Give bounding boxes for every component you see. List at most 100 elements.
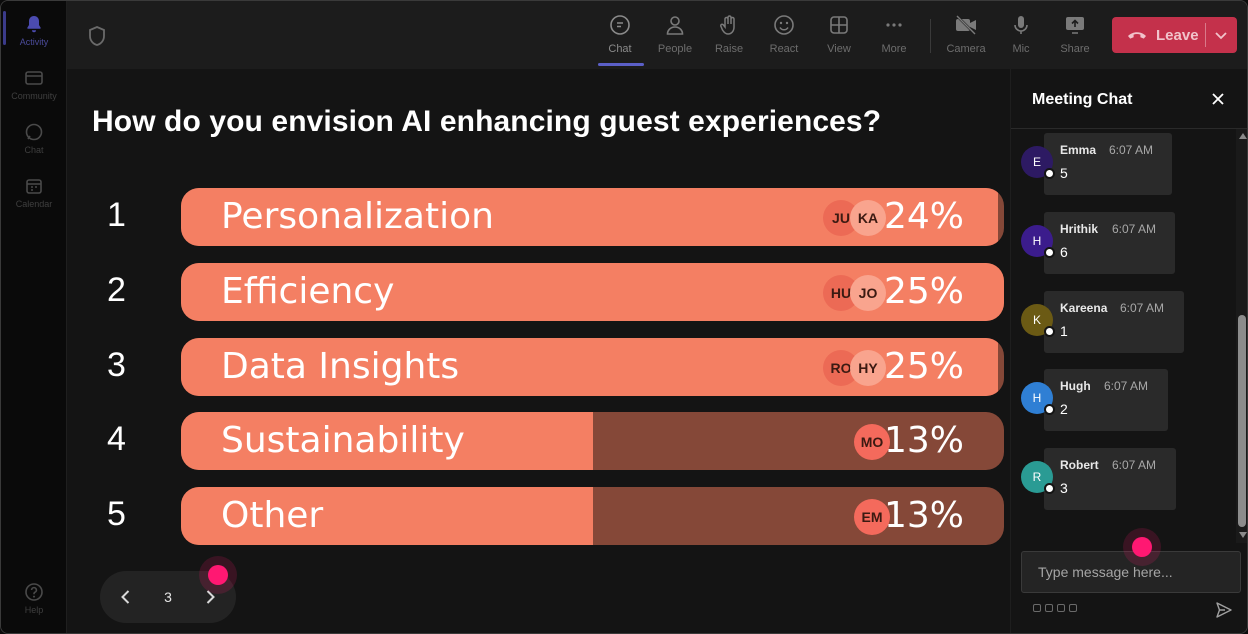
- message-input[interactable]: [1021, 551, 1241, 593]
- chevron-right-icon[interactable]: [200, 587, 220, 607]
- chat-message[interactable]: Emma 6:07 AM 5: [1044, 133, 1172, 195]
- chat-button[interactable]: Chat: [594, 13, 646, 63]
- send-icon[interactable]: [1215, 601, 1233, 619]
- poll-question: How do you envision AI enhancing guest e…: [92, 105, 882, 138]
- camera-button[interactable]: Camera: [940, 13, 992, 63]
- voter-avatar: EM: [854, 499, 890, 535]
- leave-button[interactable]: Leave: [1112, 17, 1237, 53]
- chat-icon: [608, 13, 632, 37]
- poll-option-label: Personalization: [221, 196, 494, 237]
- poll-option-percent: 24%: [883, 196, 964, 237]
- rail-item-calendar[interactable]: Calendar: [1, 171, 67, 221]
- message-timestamp: 6:07 AM: [1112, 222, 1157, 236]
- share-button[interactable]: Share: [1049, 13, 1101, 63]
- poll-option-bar[interactable]: Other EM 13%: [181, 487, 1004, 545]
- poll-option-bar[interactable]: Personalization JU KA 24%: [181, 188, 1004, 246]
- calendar-icon: [23, 175, 45, 197]
- voter-avatar: JO: [850, 275, 886, 311]
- rail-item-activity[interactable]: Activity: [1, 9, 67, 59]
- message-timestamp: 6:07 AM: [1104, 379, 1149, 393]
- app-rail: Activity Community Chat Calendar Help: [1, 1, 67, 633]
- chevron-left-icon[interactable]: [116, 587, 136, 607]
- poll-option-fill: [181, 412, 593, 470]
- rail-item-help[interactable]: Help: [1, 577, 67, 627]
- page-number: 3: [164, 589, 172, 605]
- message-timestamp: 6:07 AM: [1109, 143, 1154, 157]
- voter-avatar: HY: [850, 350, 886, 386]
- message-author: Hrithik: [1060, 222, 1099, 236]
- presence-indicator: [1044, 404, 1055, 415]
- poll-option-bar[interactable]: Data Insights RO HY 25%: [181, 338, 1004, 396]
- more-icon: [882, 13, 906, 37]
- message-author: Kareena: [1060, 301, 1108, 315]
- avatar-initial: K: [1032, 313, 1041, 327]
- scroll-down-arrow[interactable]: [1239, 532, 1247, 538]
- meeting-chat-panel: Meeting Chat Emma 6:07 AM 5 E Hrithik 6:07 AM…: [1010, 69, 1247, 633]
- meeting-toolbar: Chat People Raise React View: [67, 1, 1247, 69]
- rail-item-chat[interactable]: Chat: [1, 117, 67, 167]
- presence-indicator: [1044, 247, 1055, 258]
- message-timestamp: 6:07 AM: [1112, 458, 1157, 472]
- chevron-down-icon[interactable]: [1213, 27, 1229, 43]
- option-number: 3: [107, 346, 126, 384]
- avatar[interactable]: K: [1021, 304, 1055, 337]
- avatar[interactable]: H: [1021, 225, 1055, 258]
- mic-button[interactable]: Mic: [995, 13, 1047, 63]
- avatar-initial: E: [1032, 155, 1041, 169]
- avatar-initial: H: [1032, 391, 1042, 405]
- click-indicator: [208, 565, 228, 585]
- presence-indicator: [1044, 483, 1055, 494]
- grid-icon: [827, 13, 851, 37]
- poll-option-bar[interactable]: Sustainability MO 13%: [181, 412, 1004, 470]
- camera-off-icon: [954, 13, 978, 37]
- avatar[interactable]: R: [1021, 461, 1055, 494]
- avatar-initial: H: [1032, 234, 1042, 248]
- poll-option-bar[interactable]: Efficiency HU JO 25%: [181, 263, 1004, 321]
- gif-icon[interactable]: [1069, 604, 1077, 612]
- option-number: 4: [107, 420, 126, 458]
- scroll-up-arrow[interactable]: [1239, 133, 1247, 139]
- avatar[interactable]: E: [1021, 146, 1055, 179]
- chat-message[interactable]: Hrithik 6:07 AM 6: [1044, 212, 1175, 274]
- click-indicator: [1132, 537, 1152, 557]
- people-button[interactable]: People: [649, 13, 701, 63]
- avatar[interactable]: H: [1021, 382, 1055, 415]
- raise-hand-button[interactable]: Raise: [703, 13, 755, 63]
- avatar-initial: R: [1032, 470, 1042, 484]
- view-button[interactable]: View: [813, 13, 865, 63]
- emoji-icon[interactable]: [1057, 604, 1065, 612]
- people-icon: [663, 13, 687, 37]
- chat-message[interactable]: Robert 6:07 AM 3: [1044, 448, 1176, 510]
- rail-item-community[interactable]: Community: [1, 63, 67, 113]
- help-icon: [23, 581, 45, 603]
- shield-icon[interactable]: [87, 25, 107, 47]
- leave-divider: [1205, 23, 1206, 47]
- community-icon: [23, 67, 45, 89]
- scrollbar-thumb[interactable]: [1238, 315, 1246, 527]
- message-text: 2: [1060, 401, 1068, 417]
- format-icon[interactable]: [1033, 604, 1041, 612]
- presence-indicator: [1044, 326, 1055, 337]
- message-text: 6: [1060, 244, 1068, 260]
- bell-icon: [23, 13, 45, 35]
- message-author: Robert: [1060, 458, 1099, 472]
- react-button[interactable]: React: [758, 13, 810, 63]
- poll-option-label: Other: [221, 495, 324, 536]
- more-button[interactable]: More: [868, 13, 920, 63]
- poll-option-percent: 25%: [883, 271, 964, 312]
- attach-icon[interactable]: [1045, 604, 1053, 612]
- chat-message[interactable]: Hugh 6:07 AM 2: [1044, 369, 1168, 431]
- poll-option-percent: 13%: [883, 495, 964, 536]
- presence-indicator: [1044, 168, 1055, 179]
- message-text: 1: [1060, 323, 1068, 339]
- voter-avatar: MO: [854, 424, 890, 460]
- share-screen-icon: [1063, 13, 1087, 37]
- poll-option-label: Efficiency: [221, 271, 395, 312]
- chat-header-divider: [1011, 128, 1247, 129]
- close-icon[interactable]: [1210, 91, 1226, 107]
- message-text: 3: [1060, 480, 1068, 496]
- poll-stage: How do you envision AI enhancing guest e…: [67, 69, 1010, 633]
- chat-message[interactable]: Kareena 6:07 AM 1: [1044, 291, 1184, 353]
- phone-hangup-icon: [1126, 27, 1148, 43]
